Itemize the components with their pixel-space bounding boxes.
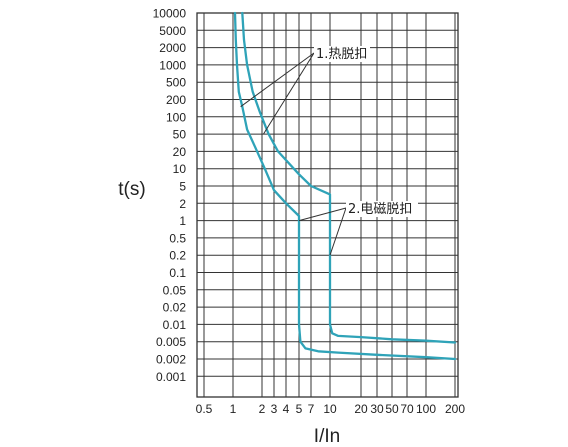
x-tick-label: 4: [283, 402, 290, 416]
label-backdrop: [346, 201, 418, 217]
y-tick-label: 0.01: [163, 318, 187, 332]
x-tick-label: 30: [370, 402, 384, 416]
y-tick-labels: 10000 5000 2000 1000 500 200 100 50 20 10 5 2 1 0.5 0.…: [153, 7, 187, 384]
y-tick-label: 50: [173, 128, 187, 142]
x-tick-label: 200: [445, 402, 465, 416]
x-tick-label: 100: [416, 402, 436, 416]
x-tick-label: 2: [259, 402, 266, 416]
y-tick-label: 10: [173, 162, 187, 176]
leader-line: [298, 207, 347, 222]
grid: [196, 12, 459, 398]
y-tick-label: 5: [179, 180, 186, 194]
magnetic-trip-annotation: 2.电磁脱扣: [298, 201, 418, 256]
leader-line: [263, 52, 315, 135]
label-backdrop: [314, 46, 370, 62]
x-tick-label: 20: [354, 402, 368, 416]
x-tick-labels: 0.5 1 2 3 4 5 7 10 20 30 50 70 100 200: [196, 402, 466, 416]
annotation-label: 1.热脱扣: [316, 47, 367, 62]
y-tick-label: 0.001: [156, 370, 186, 384]
y-tick-label: 0.05: [163, 283, 187, 297]
y-tick-label: 100: [166, 110, 186, 124]
leader-line: [240, 52, 315, 108]
x-axis-title: I/In: [314, 426, 340, 447]
y-axis-title: t(s): [118, 179, 145, 200]
y-tick-label: 0.005: [156, 335, 186, 349]
y-tick-label: 5000: [159, 24, 186, 38]
annotation-label: 2.电磁脱扣: [348, 202, 412, 217]
x-tick-label: 0.5: [196, 402, 213, 416]
x-tick-label: 10: [323, 402, 337, 416]
y-tick-label: 200: [166, 93, 186, 107]
series-layer: [233, 11, 457, 361]
x-tick-label: 5: [296, 402, 303, 416]
leader-line: [329, 207, 347, 256]
plot-frame: [196, 12, 459, 398]
y-tick-label: 10000: [153, 7, 187, 21]
curve-2: [241, 11, 457, 344]
x-tick-label: 7: [308, 402, 315, 416]
y-tick-label: 1: [179, 214, 186, 228]
x-tick-label: 3: [271, 402, 278, 416]
y-tick-label: 0.02: [163, 301, 187, 315]
y-tick-label: 20: [173, 145, 187, 159]
y-tick-label: 0.002: [156, 353, 186, 367]
y-tick-label: 1000: [159, 58, 186, 72]
y-tick-label: 0.2: [169, 249, 186, 263]
curve-1: [233, 11, 457, 361]
x-tick-label: 50: [385, 402, 399, 416]
y-tick-label: 500: [166, 76, 186, 90]
thermal-trip-annotation: 1.热脱扣: [240, 46, 370, 135]
x-tick-label: 70: [400, 402, 414, 416]
x-tick-label: 1: [230, 402, 237, 416]
y-tick-label: 2000: [159, 41, 186, 55]
y-tick-label: 2: [179, 197, 186, 211]
y-tick-label: 0.1: [169, 266, 186, 280]
y-tick-label: 0.5: [169, 231, 186, 245]
annotations-layer: 1.热脱扣 2.电磁脱扣: [240, 46, 418, 256]
